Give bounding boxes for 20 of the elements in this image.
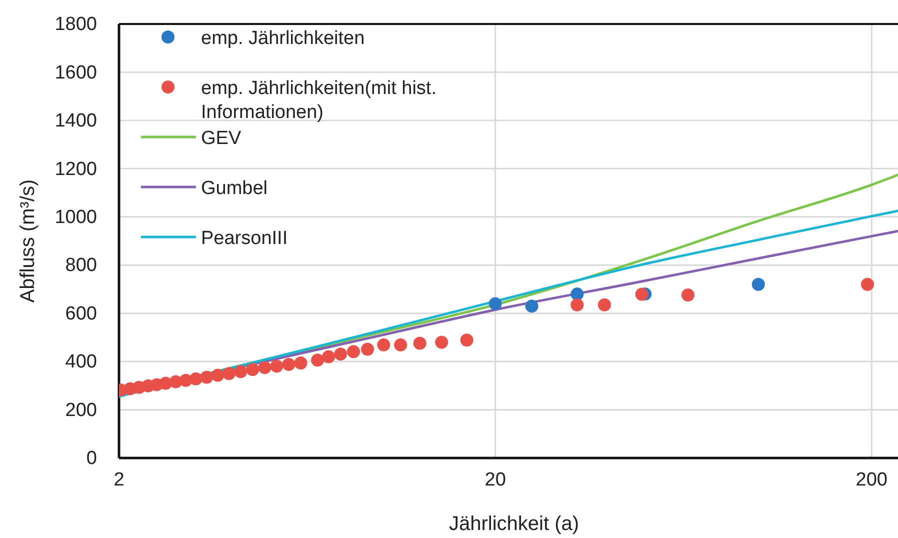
y-tick-label: 0 (86, 448, 97, 470)
x-axis-title: Jährlichkeit (a) (448, 513, 580, 535)
y-tick-label: 200 (65, 400, 97, 421)
legend-label: emp. Jährlichkeiten (201, 28, 365, 49)
y-tick-label: 800 (65, 255, 97, 276)
legend-label: emp. Jährlichkeiten(mit hist. Informationen) (201, 78, 436, 123)
y-tick-label: 600 (65, 303, 97, 324)
x-tick-label: 2 (114, 469, 124, 490)
y-tick-label: 1600 (54, 62, 97, 84)
legend-label: PearsonIII (201, 228, 288, 249)
y-tick-label: 1000 (54, 206, 97, 228)
y-tick-label: 1400 (54, 110, 97, 132)
x-tick-label: 200 (856, 469, 888, 490)
y-tick-label: 1200 (54, 158, 97, 180)
y-axis-title: Abfluss (m³/s) (17, 179, 39, 303)
y-tick-label: 400 (65, 352, 97, 373)
x-tick-label: 20 (484, 469, 506, 490)
legend-label: Gumbel (201, 178, 268, 199)
y-tick-label: 1800 (54, 14, 97, 36)
legend-label: GEV (201, 128, 242, 149)
